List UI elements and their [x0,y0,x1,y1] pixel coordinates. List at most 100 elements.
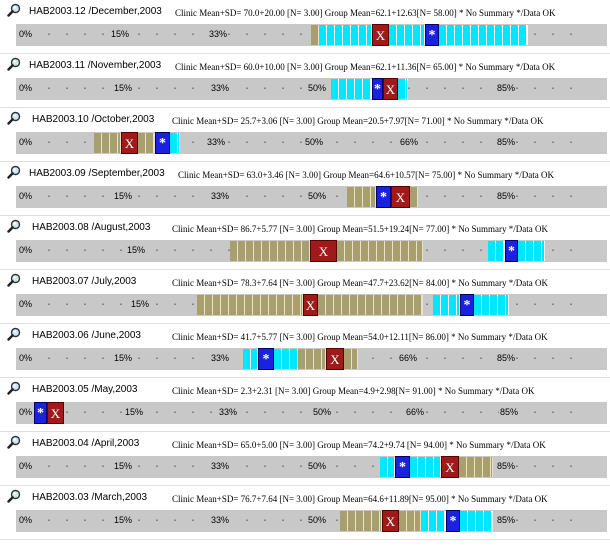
group-range-cell [363,79,371,99]
report-title[interactable]: HAB2003.04 /April,2003 [32,438,140,449]
magnifier-icon[interactable] [7,165,21,179]
clinic-range-cell [358,295,366,315]
percentile-label: 15% [113,353,134,363]
report-title[interactable]: HAB2003.06 /June,2003 [32,330,141,341]
clinic-range-cell [262,241,270,261]
clinic-range-cell [475,457,483,477]
group-range-cell [449,295,457,315]
clinic-range-cell [399,511,407,531]
report-row: HAB2003.11 /November,2003 Clinic Mean+SD=… [0,54,610,108]
report-stats: Clinic Mean+SD= 41.7+5.77 [N= 3.00] Grou… [172,332,548,342]
report-title[interactable]: HAB2003.03 /March,2003 [32,492,148,503]
percentile-label: 0% [18,461,34,471]
clinic-range-cell [344,349,352,369]
clinic-range-cell [345,241,353,261]
clinic-range-cell [380,511,382,531]
clinic-mean-marker: X [310,240,337,262]
percentile-label: 15% [113,515,134,525]
group-range-cell [421,25,425,45]
group-mean-marker: * [34,402,47,424]
report-title[interactable]: HAB2003.05 /May,2003 [32,384,138,395]
magnifier-icon[interactable] [7,489,21,503]
group-range-cell [437,511,445,531]
group-range-cell [479,25,487,45]
group-range-cell [441,295,449,315]
clinic-range-cell [361,241,369,261]
clinic-range-cell [348,511,356,531]
report-row: HAB2003.09 /September,2003 Clinic Mean+SD… [0,162,610,216]
clinic-range-cell [138,133,146,153]
clinic-range-cell [229,295,237,315]
clinic-mean-marker: X [303,294,318,316]
group-range-cell [439,25,447,45]
magnifier-icon[interactable] [7,57,21,71]
percentile-label: 0% [18,353,34,363]
clinic-range-cell [417,241,423,261]
group-range-cell [455,25,463,45]
percentile-label: 33% [218,407,239,417]
clinic-range-cell [146,133,154,153]
magnifier-icon[interactable] [7,3,21,17]
clinic-range-cell [230,241,238,261]
row-divider [0,377,610,378]
magnifier-icon[interactable] [7,327,21,341]
group-range-cell [380,457,388,477]
percentile-label: 33% [210,353,231,363]
clinic-range-cell [337,241,345,261]
report-title[interactable]: HAB2003.08 /August,2003 [32,222,151,233]
group-range-cell [319,25,327,45]
report-title[interactable]: HAB2003.12 /December,2003 [29,6,162,17]
group-range-cell [468,511,476,531]
report-title[interactable]: HAB2003.07 /July,2003 [32,276,137,287]
clinic-range-cell [377,241,385,261]
group-range-cell [482,295,490,315]
group-range-cell [343,25,351,45]
percentile-band: . . . . . . . . . . . . . . . . . . . . … [16,348,607,370]
group-range-cell [495,25,503,45]
report-title[interactable]: HAB2003.10 /October,2003 [32,114,155,125]
percentile-label: 33% [210,461,231,471]
group-range-cell [460,511,468,531]
clinic-range-cell [118,133,121,153]
group-range-cell [389,25,397,45]
group-range-cell [406,79,408,99]
clinic-range-cell [302,241,310,261]
report-stats: Clinic Mean+SD= 76.7+7.64 [N= 3.00] Grou… [172,494,548,504]
report-title[interactable]: HAB2003.11 /November,2003 [29,60,162,71]
clinic-range-cell [277,295,285,315]
group-range-cell [445,511,446,531]
group-range-cell [290,349,298,369]
report-title[interactable]: HAB2003.09 /September,2003 [29,168,165,179]
clinic-range-cell [415,511,421,531]
percentile-label: 0% [18,83,34,93]
percentile-label: 85% [496,515,517,525]
clinic-range-cell [94,133,102,153]
clinic-range-cell [352,349,358,369]
group-range-cell [351,25,359,45]
magnifier-icon[interactable] [7,111,21,125]
clinic-mean-marker: X [372,24,389,46]
group-range-cell [527,25,528,45]
percentile-label: 66% [398,353,419,363]
percentile-band: . . . . . . . . . . . . . . . . . . . . … [16,132,607,154]
magnifier-icon[interactable] [7,435,21,449]
report-row: HAB2003.03 /March,2003 Clinic Mean+SD= 76… [0,486,610,540]
clinic-range-cell [342,295,350,315]
group-range-cell [488,241,496,261]
group-range-cell [339,79,347,99]
percentile-band: . . . . . . . . . . . . . . . . . . . . … [16,294,607,316]
row-divider [0,161,610,162]
magnifier-icon[interactable] [7,381,21,395]
clinic-mean-marker: X [441,456,459,478]
row-divider [0,323,610,324]
percentile-band: . . . . . . . . . . . . . . . . . . . . … [16,240,607,262]
row-divider [0,485,610,486]
percentile-label: 85% [496,191,517,201]
magnifier-icon[interactable] [7,219,21,233]
clinic-range-cell [286,241,294,261]
report-stats: Clinic Mean+SD= 63.0+3.46 [N= 3.00] Grou… [178,170,554,180]
clinic-range-cell [406,295,414,315]
magnifier-icon[interactable] [7,273,21,287]
clinic-range-cell [483,457,491,477]
group-range-cell [170,133,178,153]
